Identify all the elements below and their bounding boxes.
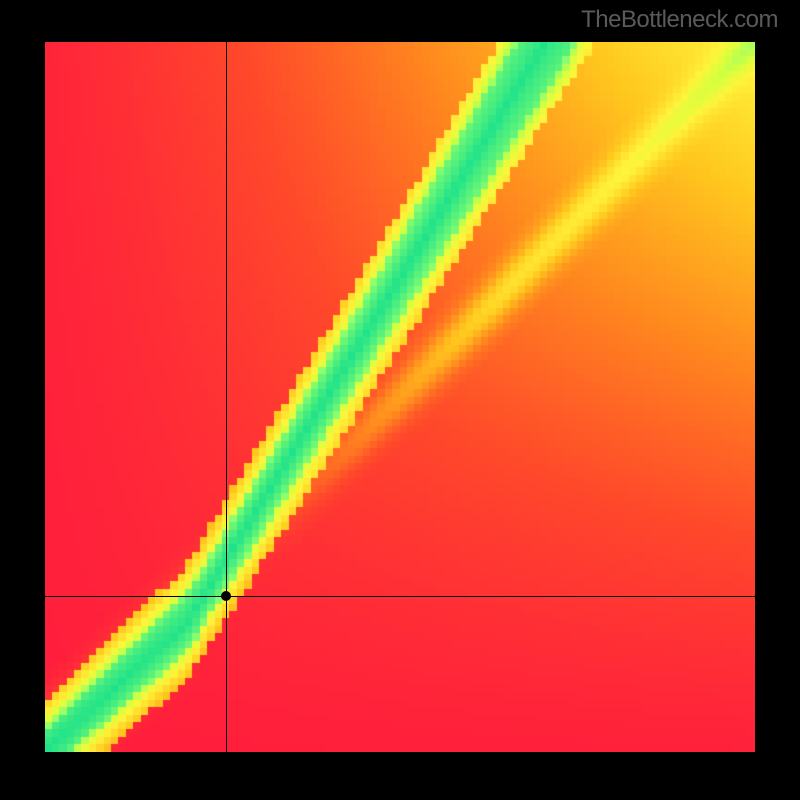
heatmap-canvas [45,42,755,752]
crosshair-horizontal [45,596,755,597]
marker-dot [221,591,231,601]
attribution-text: TheBottleneck.com [581,6,778,34]
plot-area [45,42,755,752]
chart-container: TheBottleneck.com [0,0,800,800]
crosshair-vertical [226,42,227,752]
